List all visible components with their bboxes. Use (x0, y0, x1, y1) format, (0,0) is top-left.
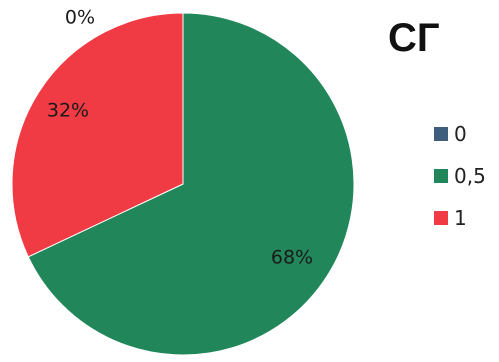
legend: 0 0,5 1 (434, 119, 486, 245)
chart-title: СГ (388, 16, 440, 60)
data-label-1: 32% (47, 100, 89, 122)
legend-item-1: 1 (434, 203, 486, 233)
legend-label-0-5: 0,5 (454, 164, 486, 188)
data-label-0-5: 68% (271, 247, 313, 269)
legend-swatch-0 (434, 127, 448, 141)
pie-slice-1 (11, 12, 184, 258)
legend-swatch-1 (434, 211, 448, 225)
legend-item-0-5: 0,5 (434, 161, 486, 191)
legend-item-0: 0 (434, 119, 486, 149)
legend-label-0: 0 (454, 122, 467, 146)
legend-label-1: 1 (454, 206, 467, 230)
legend-swatch-0-5 (434, 169, 448, 183)
pie-slice-0-5 (27, 12, 355, 356)
data-label-0: 0% (65, 7, 95, 29)
